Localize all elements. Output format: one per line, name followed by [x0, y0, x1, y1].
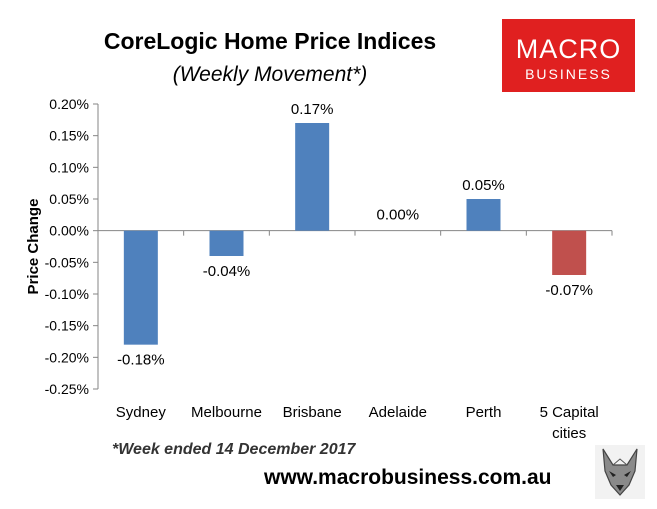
y-tick-label: 0.20% — [49, 96, 89, 112]
category-label: Sydney — [116, 404, 167, 421]
y-tick-label: -0.15% — [45, 318, 89, 334]
category-label: Perth — [466, 404, 502, 421]
category-label: Melbourne — [191, 404, 262, 421]
category-label: Adelaide — [369, 404, 427, 421]
y-tick-label: -0.10% — [45, 286, 89, 302]
wolf-head-icon — [595, 445, 645, 499]
bar — [123, 230, 158, 345]
bar — [466, 199, 501, 231]
y-tick-label: 0.05% — [49, 191, 89, 207]
bar — [552, 230, 587, 275]
chart-bars — [123, 123, 587, 345]
chart-title: CoreLogic Home Price Indices — [103, 28, 437, 54]
chart-axes: 0.20% 0.15% 0.10% 0.05% 0.00% -0.05% -0.10% -0.… — [25, 96, 613, 397]
bar — [295, 123, 330, 231]
y-axis-title: Price Change — [25, 199, 42, 295]
y-tick-label: -0.05% — [45, 254, 89, 270]
y-tick-label: 0.10% — [49, 159, 89, 175]
y-tick-label: 0.00% — [49, 223, 89, 239]
data-label: 0.00% — [377, 207, 420, 224]
category-label: cities — [552, 425, 586, 442]
y-tick-label: 0.15% — [49, 128, 89, 144]
data-label: 0.17% — [291, 101, 334, 118]
macrobusiness-logo: MACRO BUSINESS — [502, 19, 635, 92]
category-label: 5 Capital — [540, 404, 599, 421]
y-tick-label: -0.25% — [45, 381, 89, 397]
y-tick-label: -0.20% — [45, 349, 89, 365]
website-url: www.macrobusiness.com.au — [264, 466, 552, 489]
bar — [209, 230, 244, 256]
data-label: 0.05% — [462, 177, 505, 194]
chart-subtitle: (Weekly Movement*) — [172, 63, 368, 86]
category-label: Brisbane — [283, 404, 342, 421]
data-label: -0.04% — [203, 263, 251, 280]
data-label: -0.07% — [545, 282, 593, 299]
data-label: -0.18% — [117, 352, 165, 369]
chart-labels: -0.18% Sydney -0.04% Melbourne 0.17% Brisbane… — [116, 101, 599, 442]
footnote: *Week ended 14 December 2017 — [112, 441, 356, 458]
logo-line-macro: MACRO — [515, 34, 622, 64]
logo-line-business: BUSINESS — [525, 66, 612, 82]
